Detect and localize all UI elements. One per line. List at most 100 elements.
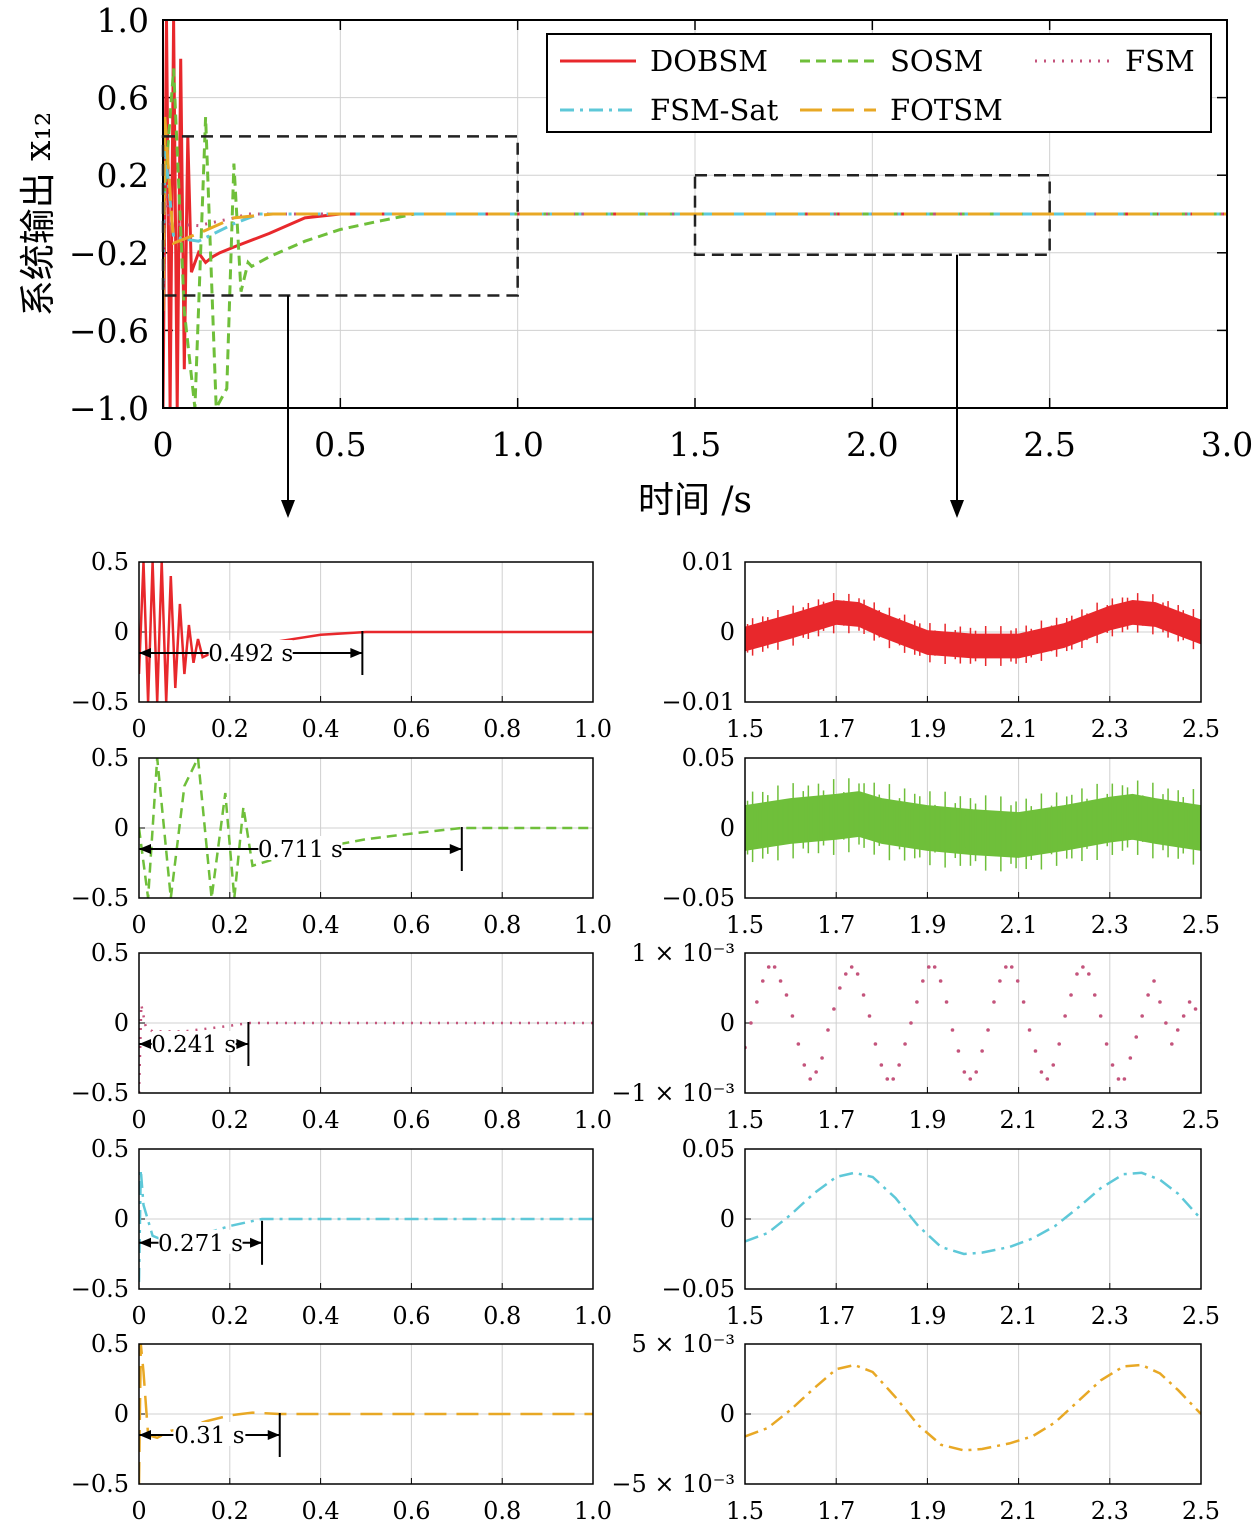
data-point — [1021, 1000, 1026, 1004]
x-tick-label: 1.0 — [574, 1106, 612, 1134]
data-point — [1116, 1077, 1121, 1081]
x-tick-label: 1.0 — [574, 1497, 612, 1525]
x-tick-label: 0.4 — [302, 715, 340, 743]
subplot-zoom-left-FSM: 0 0.2 0.4 0.6 0.8 1.00.50−0.50.241 s — [71, 939, 612, 1134]
x-tick-label: 1.9 — [908, 1106, 946, 1134]
y-tick-label: −0.6 — [69, 311, 149, 350]
series-group — [139, 1169, 593, 1283]
x-tick-label: 1.7 — [817, 1106, 855, 1134]
legend-label: SOSM — [890, 44, 983, 78]
x-tick-label: 2.5 — [1182, 911, 1220, 939]
x-tick-label: 2.5 — [1182, 715, 1220, 743]
data-point — [1015, 979, 1020, 983]
data-point — [784, 993, 789, 997]
data-point — [986, 1028, 990, 1032]
y-tick-label: 0 — [720, 1400, 735, 1428]
data-point — [755, 1000, 759, 1004]
x-tick-label: 1.5 — [669, 425, 721, 464]
data-point — [826, 1028, 830, 1032]
y-tick-label: −0.5 — [71, 1470, 129, 1498]
series-line — [139, 562, 593, 702]
y-tick-label: 0.5 — [91, 744, 129, 772]
x-tick-label: 0 — [131, 1302, 146, 1330]
settling-arrow-head-left — [139, 1237, 151, 1248]
y-tick-label: 0 — [720, 814, 735, 842]
y-tick-label: 0 — [720, 1009, 735, 1037]
x-tick-label: 1.9 — [908, 911, 946, 939]
data-point — [962, 1070, 967, 1074]
x-tick-label: 0.5 — [314, 425, 366, 464]
x-tick-label: 1.5 — [726, 1497, 764, 1525]
y-tick-label: 0 — [114, 1009, 129, 1037]
subplot-frame — [744, 952, 1202, 1094]
subplot-frame — [138, 757, 594, 899]
data-point — [1158, 1000, 1162, 1004]
settling-arrow-head-right — [267, 1430, 280, 1440]
data-point — [1075, 972, 1079, 976]
data-point — [1152, 979, 1156, 983]
series-line — [139, 1169, 593, 1283]
x-tick-label: 0 — [153, 425, 174, 464]
annotation-bg — [258, 836, 343, 860]
y-tick-label: 0.5 — [91, 548, 129, 576]
data-point — [1170, 1042, 1174, 1046]
x-tick-label: 2.1 — [1000, 1106, 1038, 1134]
x-tick-label: 0 — [131, 1106, 146, 1134]
settling-time-label: 0.711 s — [258, 837, 343, 863]
data-point — [1193, 1007, 1198, 1011]
zoom-subplots: 0 0.2 0.4 0.6 0.8 1.00.50−0.50.492 s0 0.2 0.4 0.… — [71, 548, 1220, 1525]
y-tick-label: 5 × 10⁻³ — [632, 1330, 735, 1358]
data-point — [1092, 993, 1097, 997]
settling-arrow-head-right — [236, 1039, 249, 1049]
data-point — [897, 1063, 901, 1067]
x-tick-label: 2.3 — [1091, 715, 1129, 743]
x-tick-label: 2.1 — [1000, 1302, 1038, 1330]
y-tick-label: −0.05 — [661, 1275, 735, 1303]
annotation-bg — [158, 1229, 243, 1254]
y-tick-label: 1.0 — [97, 1, 149, 40]
legend-box — [546, 33, 1212, 133]
y-tick-label: 0 — [114, 1400, 129, 1428]
annotation-bg — [173, 1422, 246, 1446]
y-axis-label: 系统输出 x₁₂ — [18, 112, 59, 317]
x-tick-label: 0.4 — [302, 1302, 340, 1330]
data-point — [867, 1014, 872, 1018]
data-point — [766, 965, 771, 969]
x-tick-label: 0.8 — [483, 1106, 521, 1134]
x-tick-label: 2.3 — [1091, 911, 1129, 939]
x-tick-label: 0.4 — [302, 1106, 340, 1134]
data-point — [938, 979, 943, 983]
zoom-box — [161, 135, 519, 297]
settling-time-label: 0.492 s — [208, 641, 293, 667]
data-point — [772, 965, 777, 969]
data-point — [843, 972, 848, 976]
data-point — [1009, 965, 1014, 969]
data-point — [838, 986, 842, 990]
data-point — [778, 979, 783, 983]
y-tick-label: −0.05 — [661, 884, 735, 912]
y-tick-label: 0.01 — [682, 548, 735, 576]
subplot-zoom-left-DOBSM: 0 0.2 0.4 0.6 0.8 1.00.50−0.50.492 s — [71, 548, 612, 743]
series-group — [745, 593, 1201, 666]
data-point — [861, 993, 866, 997]
settling-arrow-head-left — [139, 1430, 151, 1440]
data-point — [760, 979, 765, 983]
y-tick-label: −0.2 — [69, 234, 149, 273]
settling-arrow-head-left — [139, 1039, 151, 1049]
y-tick-label: 0.2 — [97, 156, 149, 195]
main-plot: 0 0.5 1.0 1.5 2.0 2.5 3.0 1.0 0.6 0.2 −0.2 −0.6 −1.0… — [18, 1, 1253, 521]
data-point — [921, 979, 925, 983]
settling-arrow-head-right — [250, 1237, 263, 1248]
x-tick-label: 0.4 — [302, 1497, 340, 1525]
subplot-frame — [744, 1343, 1202, 1485]
data-point — [796, 1042, 801, 1046]
x-tick-label: 1.7 — [817, 1497, 855, 1525]
subplot-zoom-right-FSM: 1.5 1.7 1.9 2.1 2.3 2.5 1 × 10⁻³ 0 −1 × 10⁻³ — [611, 939, 1220, 1134]
data-point — [873, 1042, 878, 1046]
legend-label: DOBSM — [650, 44, 768, 78]
subplot-frame — [138, 1343, 594, 1485]
data-point — [849, 965, 854, 969]
main-axes-frame — [162, 19, 1228, 409]
x-tick-label: 0.6 — [392, 911, 430, 939]
x-tick-label: 2.1 — [1000, 715, 1038, 743]
